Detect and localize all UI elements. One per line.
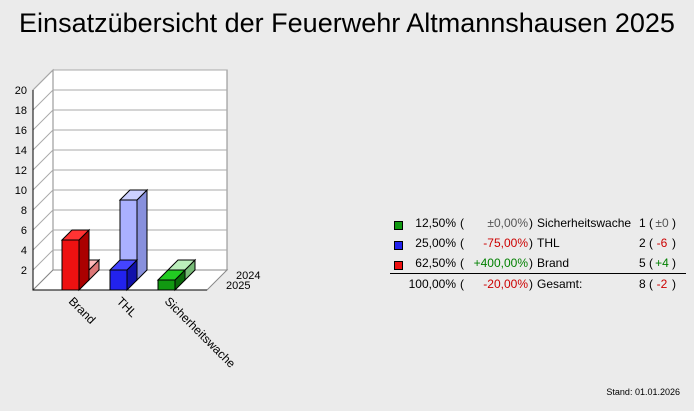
bar-2025-brand <box>60 228 91 292</box>
total-label: Gesamt: <box>537 277 583 291</box>
count: 5 <box>639 256 646 270</box>
gridline <box>32 109 227 131</box>
y-tick-label: 12 <box>15 165 27 177</box>
delta: +4 <box>655 256 669 270</box>
gridline <box>32 129 227 151</box>
delta: ±0 <box>655 216 669 230</box>
percent: 12,50% <box>415 216 456 230</box>
gridline <box>32 169 227 191</box>
y-tick-label: 4 <box>21 245 27 257</box>
count: 2 <box>639 236 646 250</box>
series-label-2024: 2024 <box>236 270 260 282</box>
y-tick-label: 10 <box>15 185 27 197</box>
sum-divider <box>390 273 686 274</box>
bar-2025-thl <box>108 258 139 292</box>
category-label: Sicherheitswache <box>537 216 632 230</box>
swatch-sicherheitswache <box>394 221 403 230</box>
total-change: -20,00% <box>483 277 528 291</box>
chart-title: Einsatzübersicht der Feuerwehr Altmannsh… <box>19 8 675 38</box>
gridline <box>32 189 227 211</box>
y-tick-label: 2 <box>21 265 27 277</box>
gridline <box>32 249 227 271</box>
y-tick-label: 20 <box>15 85 27 97</box>
swatch-brand <box>394 261 403 270</box>
percent: 25,00% <box>415 236 456 250</box>
y-tick-label: 18 <box>15 105 27 117</box>
category-label: Brand <box>537 256 570 270</box>
gridline <box>32 229 227 251</box>
total-delta: -2 <box>656 277 668 291</box>
gridline <box>32 89 227 111</box>
change: -75,00% <box>483 236 528 250</box>
delta: -6 <box>656 236 668 250</box>
stand-date: Stand: 01.01.2026 <box>606 387 680 397</box>
gridline <box>32 149 227 171</box>
y-tick-label: 16 <box>15 125 27 137</box>
total-count: 8 <box>639 277 646 291</box>
x-tick-label: THL <box>114 294 140 320</box>
category-label: THL <box>537 236 560 250</box>
x-tick-label: Brand <box>66 294 99 327</box>
series-label-2025: 2025 <box>226 280 250 292</box>
y-tick-label: 14 <box>15 145 27 157</box>
gridline <box>32 69 227 91</box>
percent: 62,50% <box>415 256 456 270</box>
y-tick-label: 8 <box>21 205 27 217</box>
total-percent: 100,00% <box>408 277 456 291</box>
swatch-thl <box>394 241 403 250</box>
bar-2025-sicherheitswache <box>156 268 187 292</box>
change: ±0,00% <box>487 216 528 230</box>
y-tick-label: 6 <box>21 225 27 237</box>
count: 1 <box>639 216 646 230</box>
x-tick-label: Sicherheitswache <box>162 294 239 371</box>
gridline <box>32 209 227 231</box>
change: +400,00% <box>473 256 528 270</box>
